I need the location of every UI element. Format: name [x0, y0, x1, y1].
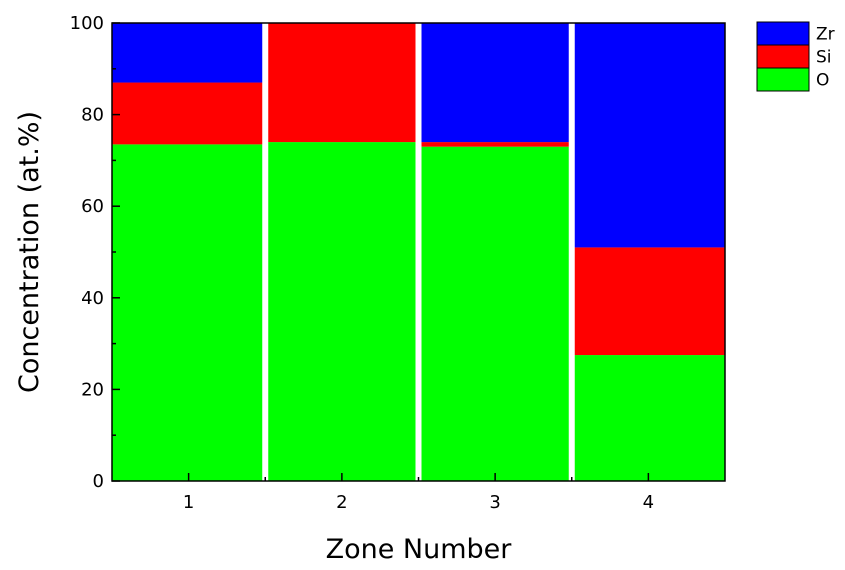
bar-zone-4-zr [571, 23, 725, 248]
bar-zone-3-si [418, 142, 572, 147]
y-axis: 0 20 40 60 80 100 [70, 13, 120, 492]
y-tick-label: 40 [81, 288, 104, 309]
legend-swatch-zr [756, 21, 810, 46]
bar-gap-3 [568, 23, 575, 481]
legend-swatch-si [756, 44, 810, 69]
legend-label-zr: Zr [816, 25, 835, 45]
y-tick-label: 100 [70, 13, 104, 34]
x-axis: 1 2 3 4 [183, 473, 654, 513]
bar-zone-4-o [571, 355, 725, 481]
bar-zone-1-si [112, 82, 266, 145]
y-tick-label: 0 [93, 471, 104, 492]
bar-zone-3-zr [418, 23, 572, 143]
legend-swatch-o [756, 67, 810, 92]
bar-zone-2-si [265, 23, 419, 143]
y-tick-label: 20 [81, 379, 104, 400]
y-axis-title: Concentration (at.%) [14, 111, 45, 393]
bar-zone-1-o [112, 144, 266, 481]
x-tick-label: 3 [489, 492, 500, 513]
x-tick-label: 4 [643, 492, 654, 513]
bars-layer [112, 23, 725, 481]
x-tick-label: 1 [183, 492, 194, 513]
y-tick-label: 80 [81, 105, 104, 126]
bar-zone-4-si [571, 247, 725, 356]
bar-zone-2-o [265, 142, 419, 481]
x-tick-label: 2 [336, 492, 347, 513]
bar-separators [262, 23, 575, 481]
legend-label-si: Si [816, 48, 832, 68]
legend-label-o: O [816, 71, 829, 91]
bar-zone-1-zr [112, 23, 266, 83]
bar-gap-1 [262, 23, 269, 481]
bar-gap-2 [415, 23, 422, 481]
legend: Zr Si O [756, 21, 835, 92]
bar-zone-3-o [418, 146, 572, 481]
y-tick-label: 60 [81, 196, 104, 217]
x-axis-title: Zone Number [326, 534, 513, 565]
